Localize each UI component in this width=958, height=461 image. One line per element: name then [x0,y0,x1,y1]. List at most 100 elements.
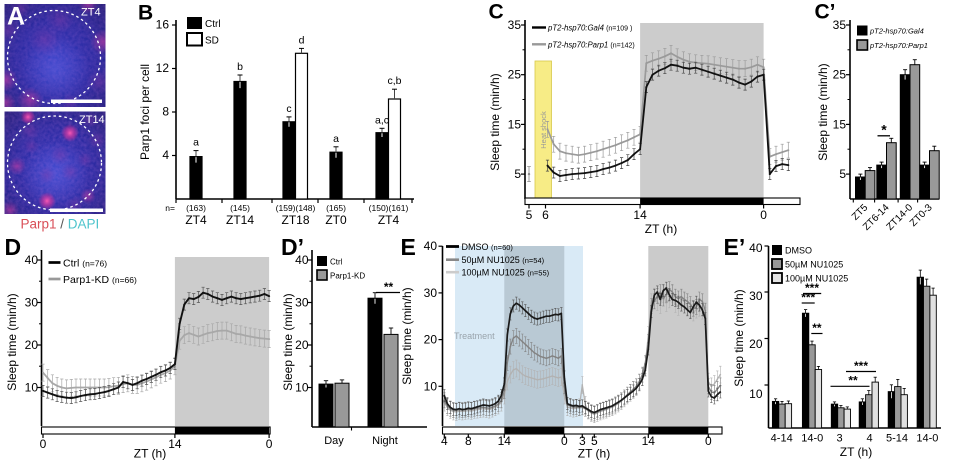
svg-text:Heat shock: Heat shock [539,111,548,149]
svg-text:(163): (163) [186,203,206,213]
svg-text:50µM NU1025 (n=54): 50µM NU1025 (n=54) [462,255,545,265]
svg-text:12: 12 [156,61,170,75]
svg-text:(145): (145) [230,203,250,213]
svg-text:ZT (h): ZT (h) [578,447,610,461]
svg-text:10: 10 [749,387,763,401]
svg-text:20: 20 [749,337,763,351]
svg-text:C: C [489,1,504,24]
svg-text:3: 3 [579,434,586,448]
svg-text:ZT0: ZT0 [325,213,347,227]
svg-text:Parp1 / DAPI: Parp1 / DAPI [21,217,100,232]
svg-text:***: *** [854,359,868,373]
svg-text:30: 30 [749,289,763,303]
svg-text:a: a [193,137,199,149]
svg-text:***: *** [805,281,819,295]
svg-text:0: 0 [760,208,767,222]
svg-text:**: ** [384,280,394,294]
svg-text:50µM NU1025: 50µM NU1025 [785,260,843,270]
svg-text:ZT4: ZT4 [378,213,400,227]
svg-text:8: 8 [465,434,472,448]
svg-text:(150)(161): (150)(161) [369,203,409,213]
svg-text:5: 5 [526,208,533,222]
svg-text:***: *** [801,291,815,305]
svg-text:pT2-hsp70:Gal4 (n=109 ): pT2-hsp70:Gal4 (n=109 ) [547,24,632,33]
svg-text:Ctrl: Ctrl [205,19,221,30]
svg-text:Sleep time (min/h): Sleep time (min/h) [816,63,830,160]
svg-text:A: A [7,3,25,31]
svg-text:Parp1 foci per cell: Parp1 foci per cell [138,64,152,160]
svg-text:0: 0 [705,434,712,448]
svg-text:5: 5 [514,167,521,181]
svg-text:E’: E’ [724,234,746,260]
svg-text:25: 25 [833,68,847,82]
svg-text:20: 20 [295,338,309,352]
svg-text:3: 3 [837,433,843,445]
svg-text:SD: SD [205,36,219,47]
svg-text:ZT4: ZT4 [185,213,207,227]
svg-text:5: 5 [839,167,846,181]
svg-text:B: B [138,2,153,25]
svg-text:ZT14: ZT14 [79,114,105,126]
svg-text:4: 4 [441,434,448,448]
svg-text:n=: n= [165,203,175,213]
svg-text:Treatment: Treatment [454,331,495,341]
svg-text:Sleep time (min/h): Sleep time (min/h) [281,293,295,390]
svg-text:pT2-hsp70:Parp1: pT2-hsp70:Parp1 [869,41,928,50]
svg-text:4-14: 4-14 [771,433,793,445]
svg-text:**: ** [848,374,858,388]
svg-text:4: 4 [162,148,169,162]
svg-text:Parp1-KD: Parp1-KD [330,272,365,281]
svg-text:0: 0 [266,437,273,451]
svg-text:Sleep time (min/h): Sleep time (min/h) [732,289,746,386]
svg-text:35: 35 [833,18,847,32]
svg-text:14: 14 [642,434,656,448]
svg-text:Day: Day [324,435,344,447]
svg-text:0: 0 [561,434,568,448]
svg-text:**: ** [812,321,822,335]
svg-text:d: d [299,34,305,46]
svg-text:4: 4 [867,433,873,445]
svg-text:40: 40 [749,241,763,255]
svg-text:DMSO (n=60): DMSO (n=60) [462,242,514,252]
svg-text:25: 25 [508,68,522,82]
svg-text:a: a [333,133,339,145]
svg-text:D’: D’ [281,234,304,260]
svg-text:Sleep time (min/h): Sleep time (min/h) [400,287,414,384]
svg-text:5: 5 [591,434,598,448]
svg-text:100µM NU1025: 100µM NU1025 [785,274,848,284]
svg-text:ZT0-3: ZT0-3 [908,202,935,229]
svg-text:E: E [401,234,416,260]
svg-text:DMSO: DMSO [785,246,812,256]
svg-text:ZT4: ZT4 [81,7,101,19]
svg-text:14-0: 14-0 [916,433,938,445]
svg-text:40: 40 [424,239,438,253]
svg-text:14-0: 14-0 [801,433,823,445]
svg-text:30: 30 [424,286,438,300]
svg-text:pT2-hsp70:Gal4: pT2-hsp70:Gal4 [869,27,924,36]
svg-text:b: b [237,61,243,73]
svg-text:Ctrl (n=76): Ctrl (n=76) [63,258,107,270]
svg-text:Ctrl: Ctrl [330,258,343,267]
svg-text:Sleep time (min/h): Sleep time (min/h) [5,293,19,390]
svg-text:40: 40 [295,253,309,267]
svg-text:35: 35 [508,18,522,32]
svg-text:8: 8 [162,105,169,119]
svg-text:*: * [881,122,887,138]
svg-text:14: 14 [498,434,512,448]
svg-text:D: D [5,234,22,260]
svg-text:a,c: a,c [375,114,389,126]
svg-text:10: 10 [295,381,309,395]
svg-text:c: c [286,103,291,115]
svg-text:10: 10 [424,379,438,393]
svg-text:20: 20 [424,333,438,347]
svg-text:Sleep time (min/h): Sleep time (min/h) [488,73,502,170]
svg-text:15: 15 [508,117,522,131]
svg-text:Night: Night [372,435,398,447]
svg-text:(165): (165) [326,203,346,213]
svg-text:c,b: c,b [387,75,401,87]
svg-text:5-14: 5-14 [886,433,908,445]
svg-text:16: 16 [156,18,170,32]
svg-text:ZT (h): ZT (h) [134,447,166,461]
svg-text:ZT (h): ZT (h) [645,222,677,236]
svg-text:0: 0 [40,437,47,451]
